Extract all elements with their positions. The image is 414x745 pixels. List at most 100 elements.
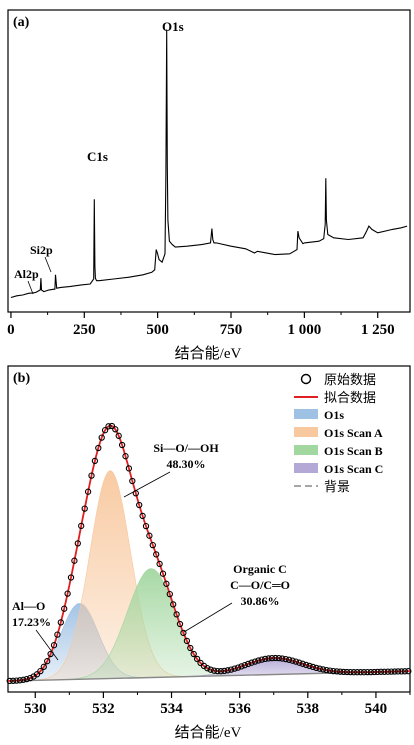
raw-point bbox=[296, 659, 303, 666]
annotation-al-o: Al—O bbox=[12, 599, 45, 613]
a-tick-label: 1 250 bbox=[361, 322, 395, 338]
raw-point bbox=[183, 637, 191, 645]
raw-point bbox=[176, 620, 184, 628]
legend-scan-b-swatch bbox=[294, 445, 318, 455]
raw-point bbox=[285, 656, 293, 663]
raw-point bbox=[13, 677, 20, 684]
raw-point bbox=[84, 488, 92, 495]
raw-point bbox=[374, 668, 381, 676]
raw-point bbox=[360, 669, 368, 676]
raw-point bbox=[248, 659, 255, 666]
raw-point bbox=[231, 665, 238, 672]
raw-point bbox=[309, 663, 317, 671]
panel-a-frame bbox=[7, 9, 411, 313]
raw-point bbox=[316, 665, 323, 672]
raw-point bbox=[122, 453, 129, 460]
raw-data-points bbox=[6, 422, 412, 685]
al-o-pointer bbox=[35, 629, 59, 661]
raw-point bbox=[105, 423, 112, 430]
raw-point bbox=[112, 426, 119, 433]
raw-point bbox=[255, 657, 262, 664]
raw-point bbox=[234, 664, 242, 671]
a-tick-label: 0 bbox=[7, 322, 15, 338]
legend-o1s-swatch bbox=[294, 409, 318, 419]
legend-background-label: 背景 bbox=[324, 479, 350, 494]
raw-point bbox=[272, 654, 279, 662]
raw-point bbox=[139, 512, 146, 520]
raw-point bbox=[313, 664, 320, 672]
raw-point bbox=[214, 667, 221, 675]
raw-point bbox=[381, 668, 388, 675]
raw-point bbox=[20, 676, 27, 683]
raw-point bbox=[98, 434, 105, 441]
raw-point bbox=[67, 574, 75, 581]
raw-point bbox=[384, 668, 392, 675]
raw-point bbox=[81, 505, 88, 512]
panel-a-x-label: 结合能/eV bbox=[175, 345, 242, 362]
legend-scan-c-swatch bbox=[294, 463, 318, 473]
raw-point bbox=[364, 668, 371, 676]
raw-point bbox=[16, 677, 24, 684]
panel-a-x-axis: 0 250 500 750 1 000 1 250 bbox=[7, 312, 395, 338]
raw-point bbox=[187, 644, 194, 652]
raw-point bbox=[289, 657, 296, 664]
raw-point bbox=[268, 654, 276, 662]
b-tick-label: 532 bbox=[92, 701, 115, 717]
b-tick-label: 540 bbox=[365, 701, 388, 717]
raw-point bbox=[9, 677, 17, 684]
raw-point bbox=[333, 668, 340, 675]
raw-point bbox=[190, 650, 197, 658]
raw-point bbox=[153, 551, 160, 558]
raw-point bbox=[142, 522, 150, 530]
raw-point bbox=[115, 432, 122, 439]
b-tick-label: 538 bbox=[297, 701, 320, 717]
si-o-pointer bbox=[123, 471, 171, 498]
panel-b-x-axis: 530 532 534 536 538 540 bbox=[24, 692, 411, 717]
raw-point bbox=[227, 666, 235, 673]
raw-point bbox=[71, 557, 78, 564]
panel-a: (a) 0 250 500 750 1 000 1 250 O1s C1s Si2p Al… bbox=[7, 9, 411, 362]
panel-b-x-label: 结合能/eV bbox=[175, 724, 242, 741]
raw-point bbox=[74, 540, 81, 547]
raw-point bbox=[323, 666, 330, 674]
annotation-organic-c: Organic C bbox=[233, 562, 287, 576]
legend-raw-label: 原始数据 bbox=[324, 372, 376, 387]
raw-point bbox=[101, 427, 109, 434]
raw-point bbox=[23, 675, 30, 683]
raw-point bbox=[50, 642, 58, 649]
raw-point bbox=[330, 667, 337, 675]
raw-point bbox=[166, 590, 173, 598]
raw-point bbox=[33, 671, 41, 678]
raw-point bbox=[180, 629, 187, 637]
b-tick-label: 534 bbox=[160, 701, 183, 717]
raw-point bbox=[275, 654, 282, 662]
legend-scan-b-label: O1s Scan B bbox=[324, 444, 383, 458]
raw-point bbox=[26, 674, 34, 682]
raw-point bbox=[391, 668, 398, 675]
legend-scan-c-label: O1s Scan C bbox=[324, 462, 383, 476]
annotation-si-o: Si—O/—OH bbox=[153, 441, 219, 455]
raw-point bbox=[108, 422, 116, 430]
raw-point bbox=[136, 501, 143, 509]
legend: 原始数据 拟合数据 O1s O1s Scan A O1s Scan B O1s … bbox=[294, 372, 383, 494]
raw-point bbox=[221, 667, 228, 675]
a-tick-label: 1 000 bbox=[287, 322, 321, 338]
raw-point bbox=[394, 668, 402, 675]
annotation-c1s: C1s bbox=[87, 149, 108, 164]
b-tick-label: 536 bbox=[228, 701, 251, 717]
legend-o1s-label: O1s bbox=[324, 408, 344, 422]
raw-point bbox=[367, 668, 374, 676]
raw-point bbox=[279, 655, 286, 662]
raw-point bbox=[306, 662, 313, 670]
raw-point bbox=[44, 658, 51, 665]
a-tick-label: 750 bbox=[220, 322, 243, 338]
raw-point bbox=[299, 660, 306, 667]
raw-point bbox=[319, 666, 327, 673]
a-tick-label: 500 bbox=[146, 322, 169, 338]
raw-point bbox=[91, 457, 99, 465]
panel-b: (b) 530 532 534 536 538 540 Si—O/—OH 48.30% O… bbox=[6, 365, 412, 741]
raw-point bbox=[398, 668, 405, 675]
raw-point bbox=[125, 465, 133, 472]
raw-point bbox=[337, 668, 344, 675]
